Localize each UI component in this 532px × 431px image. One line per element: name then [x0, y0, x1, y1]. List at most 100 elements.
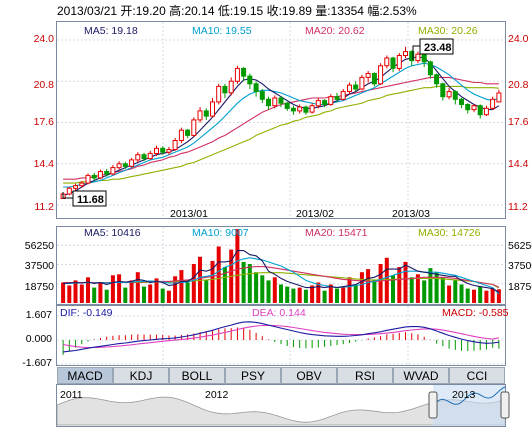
volume-bar-60 [434, 272, 439, 303]
navigator-right-handle[interactable] [500, 391, 510, 419]
candle-body-25 [216, 85, 222, 103]
price-ma20-label: MA20: 20.62 [305, 25, 365, 37]
volume-bar-33 [266, 280, 271, 303]
volume-bar-61 [440, 277, 445, 303]
volume-bar-70 [496, 289, 501, 303]
volume-bar-8 [110, 275, 115, 303]
volume-bar-12 [135, 272, 140, 303]
vol-ytick-left-1: 37500 [25, 260, 54, 272]
price-ma10-line [63, 62, 500, 188]
volume-bar-20 [185, 282, 190, 303]
candle-body-64 [459, 98, 464, 106]
candle-body-38 [297, 106, 303, 112]
volume-bar-55 [403, 261, 408, 303]
header-open: 开:19.20 [120, 4, 166, 18]
volume-ma-lines [63, 250, 500, 295]
candle-body-46 [347, 84, 352, 92]
price-ytick-right-4: 11.2 [508, 201, 528, 213]
candle-body-1 [66, 187, 72, 195]
candle-body-63 [452, 91, 458, 100]
candle-body-8 [110, 167, 116, 175]
volume-bar-16 [160, 288, 165, 303]
navigator-selection-line [432, 386, 506, 406]
candle-body-42 [322, 100, 328, 105]
vol-ytick-left-2: 18750 [25, 281, 54, 293]
macd-dea-line [62, 324, 500, 349]
candle-body-11 [129, 159, 135, 167]
volume-bar-46 [347, 277, 352, 303]
volume-bar-38 [297, 287, 302, 303]
volume-bar-4 [86, 277, 90, 303]
volume-bar-44 [335, 288, 339, 303]
candle-body-3 [79, 182, 85, 187]
candle-body-28 [234, 67, 240, 82]
candle-body-36 [284, 102, 290, 109]
volume-bar-57 [415, 274, 420, 303]
candle-body-52 [384, 57, 390, 67]
price-ytick-right-0: 24.0 [508, 33, 529, 45]
price-xtick-2: 2013/03 [392, 208, 430, 220]
tab-wvad[interactable]: WVAD [393, 367, 449, 384]
candle-body-19 [178, 129, 184, 141]
volume-bar-15 [154, 278, 159, 303]
candle-body-30 [247, 75, 253, 85]
volume-bar-54 [397, 267, 402, 303]
price-ytick-left-2: 17.6 [34, 116, 55, 128]
volume-bar-34 [272, 277, 277, 303]
price-xtick-0: 2013/01 [170, 208, 208, 220]
vol-ma20-line [63, 266, 500, 288]
volume-bar-39 [303, 289, 308, 303]
candle-body-20 [185, 129, 191, 136]
macd-ytick-1: 0.000 [26, 333, 52, 345]
volume-bar-47 [353, 284, 358, 303]
navigator-left-handle[interactable] [428, 391, 438, 419]
tab-cci[interactable]: CCI [449, 367, 505, 384]
price-ytick-left-0: 24.0 [34, 33, 55, 45]
navigator-selection[interactable] [433, 385, 505, 426]
tab-psy[interactable]: PSY [225, 367, 281, 384]
candle-body-51 [378, 65, 384, 85]
volume-bar-53 [391, 275, 395, 303]
volume-bar-48 [359, 272, 364, 303]
volume-bar-66 [472, 289, 476, 303]
volume-bar-9 [117, 274, 122, 303]
candle-body-29 [241, 67, 247, 77]
tab-rsi[interactable]: RSI [337, 367, 393, 384]
candle-body-61 [440, 83, 446, 98]
volume-bar-65 [465, 288, 470, 303]
candle-body-9 [116, 163, 122, 169]
volume-bar-49 [366, 269, 371, 303]
candle-body-58 [421, 53, 427, 63]
vol-ma5-label: MA5: 10416 [84, 227, 141, 239]
vol-ytick-right-2: 18750 [508, 281, 532, 293]
max-callout-label: 23.48 [424, 42, 452, 54]
price-ytick-right-2: 17.6 [508, 116, 529, 128]
price-ma30-label: MA30: 20.26 [418, 25, 478, 37]
tab-obv[interactable]: OBV [281, 367, 337, 384]
candle-body-16 [160, 147, 166, 153]
vol-ma5-line [63, 250, 500, 293]
volume-bar-62 [447, 285, 452, 303]
header-change: 幅:2.53% [367, 4, 417, 18]
macd-bars-group [62, 327, 500, 355]
candle-body-6 [97, 171, 103, 179]
volume-bar-30 [247, 264, 252, 303]
tab-boll[interactable]: BOLL [169, 367, 225, 384]
volume-bar-36 [285, 286, 290, 303]
candle-body-54 [396, 55, 402, 69]
price-xtick-1: 2013/02 [296, 208, 334, 220]
tab-macd[interactable]: MACD [57, 367, 113, 384]
volume-bar-26 [222, 267, 227, 303]
candle-body-59 [427, 61, 433, 76]
volume-bar-14 [148, 284, 153, 303]
volume-bar-5 [92, 287, 97, 303]
candle-body-12 [135, 154, 141, 161]
tab-kdj[interactable]: KDJ [113, 367, 169, 384]
volume-bar-7 [104, 289, 109, 303]
header-date: 2013/03/21 [57, 4, 118, 18]
navigator-label-0: 2011 [60, 389, 83, 401]
candle-body-49 [365, 73, 371, 78]
volume-bar-41 [316, 282, 321, 303]
candle-body-68 [483, 107, 489, 116]
